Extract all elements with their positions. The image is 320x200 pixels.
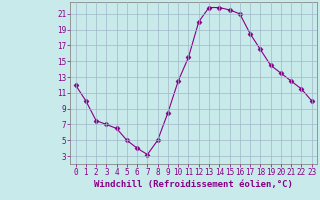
X-axis label: Windchill (Refroidissement éolien,°C): Windchill (Refroidissement éolien,°C) bbox=[94, 180, 293, 189]
